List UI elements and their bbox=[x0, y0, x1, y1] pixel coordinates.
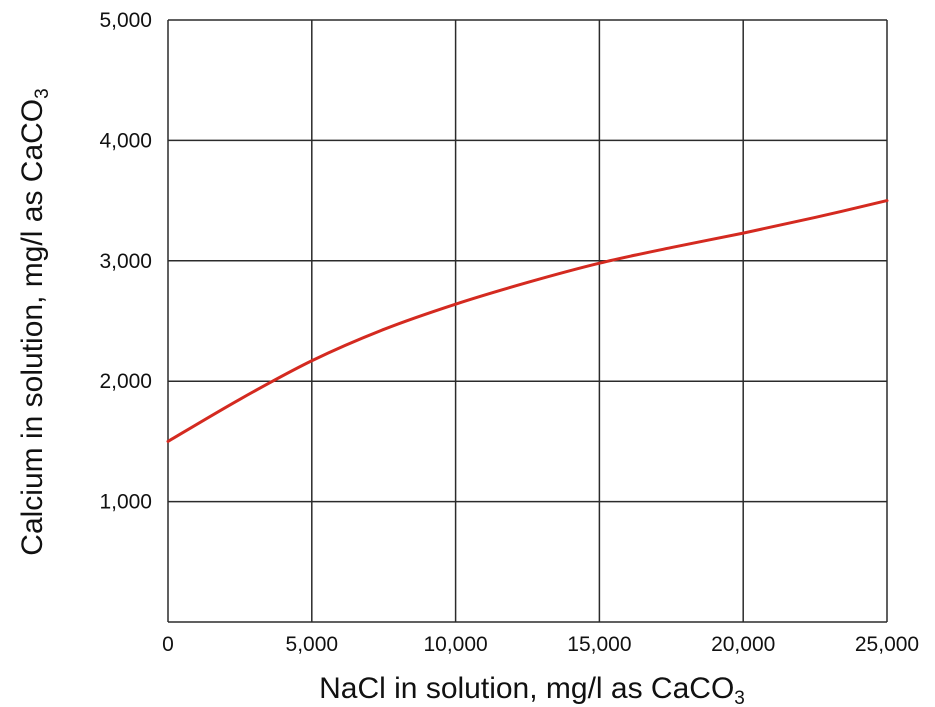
y-tick-label: 2,000 bbox=[99, 370, 152, 393]
series-curve bbox=[168, 201, 887, 442]
grid bbox=[168, 20, 887, 622]
y-tick-label: 3,000 bbox=[99, 250, 152, 273]
x-tick-label: 10,000 bbox=[423, 633, 487, 656]
y-tick-label: 4,000 bbox=[99, 129, 152, 152]
x-tick-label: 20,000 bbox=[711, 633, 775, 656]
y-tick-label: 1,000 bbox=[99, 491, 152, 514]
x-tick-label: 25,000 bbox=[855, 633, 919, 656]
x-tick-label: 0 bbox=[162, 633, 174, 656]
y-tick-label: 5,000 bbox=[99, 9, 152, 32]
y-axis-title: Calcium in solution, mg/l as CaCO3 bbox=[16, 88, 53, 555]
x-axis-title: NaCl in solution, mg/l as CaCO3 bbox=[319, 672, 745, 707]
x-tick-label: 15,000 bbox=[567, 633, 631, 656]
y-tick-labels: 1,000 2,000 3,000 4,000 5,000 bbox=[99, 9, 152, 514]
x-tick-labels: 0 5,000 10,000 15,000 20,000 25,000 bbox=[162, 633, 919, 656]
x-tick-label: 5,000 bbox=[286, 633, 339, 656]
series-line bbox=[168, 201, 887, 442]
